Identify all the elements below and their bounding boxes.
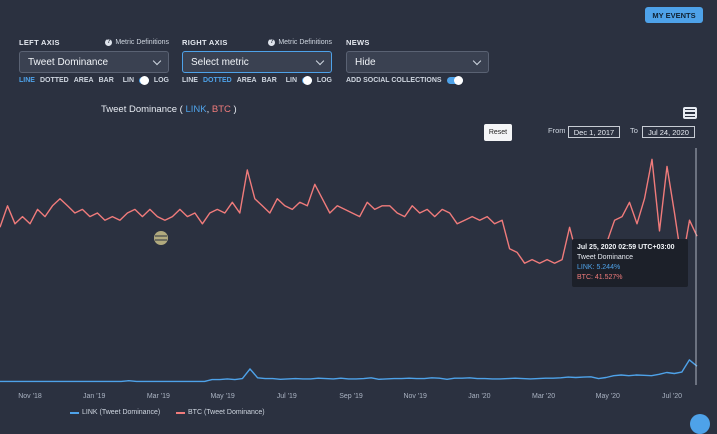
news-control: NEWS Hide ADD SOCIAL COLLECTIONS (346, 36, 489, 85)
to-date-input[interactable]: Jul 24, 2020 (642, 126, 695, 138)
legend-item-link[interactable]: LINK (Tweet Dominance) (70, 409, 160, 416)
left-log-label: LOG (153, 77, 169, 84)
x-tick-label: Nov '18 (18, 393, 42, 400)
right-metric-definitions-label: Metric Definitions (278, 38, 332, 46)
legend-btc-swatch (176, 411, 185, 414)
tooltip-metric: Tweet Dominance (577, 254, 634, 261)
right-scale-toggle[interactable] (302, 76, 312, 85)
reset-zoom-button[interactable]: Reset (484, 124, 512, 141)
right-axis-selected-value: Select metric (191, 56, 249, 68)
x-tick-label: Nov '19 (403, 393, 427, 400)
chart-title-open-paren: ( (177, 104, 186, 115)
question-icon: ? (105, 38, 113, 46)
right-metric-definitions-link[interactable]: ? Metric Definitions (268, 38, 332, 46)
legend-link-swatch (70, 411, 79, 414)
chart-plot-area[interactable]: Nov '18 Jan '19 Mar '19 May '19 Jul '19 Sep '… (0, 0, 717, 421)
chart-title-comma: , (206, 104, 212, 115)
chart-tooltip: Jul 25, 2020 02:59 UTC+03:00 Tweet Domin… (572, 239, 688, 287)
chart-title-btc: BTC (211, 104, 231, 115)
news-select[interactable]: Hide (346, 51, 489, 73)
left-axis-control: LEFT AXIS ? Metric Definitions Tweet Dom… (19, 36, 169, 85)
to-label: To (630, 126, 638, 135)
hamburger-menu-icon[interactable] (683, 107, 697, 119)
x-tick-label: Sep '19 (339, 393, 363, 400)
from-label: From (548, 126, 566, 135)
left-bar-option[interactable]: BAR (98, 77, 114, 84)
chart-title-link: LINK (185, 104, 207, 115)
news-selected-value: Hide (355, 56, 376, 68)
legend-link-label: LINK (Tweet Dominance) (82, 409, 161, 416)
from-date-input[interactable]: Dec 1, 2017 (568, 126, 620, 138)
x-tick-label: Mar '20 (532, 393, 555, 400)
tooltip-link-value: LINK: 5.244% (577, 264, 621, 271)
right-axis-control: RIGHT AXIS ? Metric Definitions Select m… (182, 36, 332, 85)
left-scale-toggle[interactable] (139, 76, 149, 85)
x-tick-label: Jan '20 (468, 393, 490, 400)
social-collections-label: ADD SOCIAL COLLECTIONS (346, 77, 442, 84)
series-line-link (0, 359, 698, 383)
x-tick-label: Jul '19 (277, 393, 297, 400)
left-axis-select[interactable]: Tweet Dominance (19, 51, 169, 73)
left-dotted-option[interactable]: DOTTED (39, 77, 69, 84)
right-area-option[interactable]: AREA (236, 77, 257, 84)
chart-title-metric: Tweet Dominance (101, 104, 178, 115)
legend-item-btc[interactable]: BTC (Tweet Dominance) (176, 409, 265, 416)
left-metric-definitions-link[interactable]: ? Metric Definitions (105, 38, 169, 46)
left-axis-title: LEFT AXIS (19, 37, 60, 47)
right-axis-title: RIGHT AXIS (182, 37, 228, 47)
left-metric-definitions-label: Metric Definitions (115, 38, 169, 46)
social-collections-toggle[interactable] (446, 76, 463, 85)
news-marker-icon[interactable] (154, 231, 168, 245)
x-tick-label: May '20 (596, 393, 620, 400)
left-axis-selected-value: Tweet Dominance (28, 56, 109, 68)
left-area-option[interactable]: AREA (73, 77, 94, 84)
x-tick-label: Jul '20 (662, 393, 682, 400)
chat-bubble-button[interactable] (690, 414, 710, 434)
right-lin-label: LIN (285, 77, 298, 84)
news-title: NEWS (346, 37, 370, 47)
right-log-label: LOG (316, 77, 332, 84)
right-bar-option[interactable]: BAR (261, 77, 277, 84)
x-tick-label: Mar '19 (147, 393, 170, 400)
question-icon: ? (268, 38, 276, 46)
chart-title: Tweet Dominance ( LINK, BTC ) (101, 104, 237, 115)
tooltip-btc-value: BTC: 41.527% (577, 274, 623, 281)
left-lin-label: LIN (122, 77, 135, 84)
legend-btc-label: BTC (Tweet Dominance) (188, 409, 265, 416)
right-line-option[interactable]: LINE (182, 77, 198, 84)
tooltip-date: Jul 25, 2020 02:59 UTC+03:00 (577, 244, 675, 251)
left-line-option[interactable]: LINE (19, 77, 35, 84)
my-events-button[interactable]: MY EVENTS (645, 7, 703, 23)
chart-title-close-paren: ) (230, 104, 237, 115)
right-dotted-option[interactable]: DOTTED (202, 77, 232, 84)
x-tick-label: May '19 (210, 393, 234, 400)
x-tick-label: Jan '19 (83, 393, 105, 400)
right-axis-select[interactable]: Select metric (182, 51, 332, 73)
